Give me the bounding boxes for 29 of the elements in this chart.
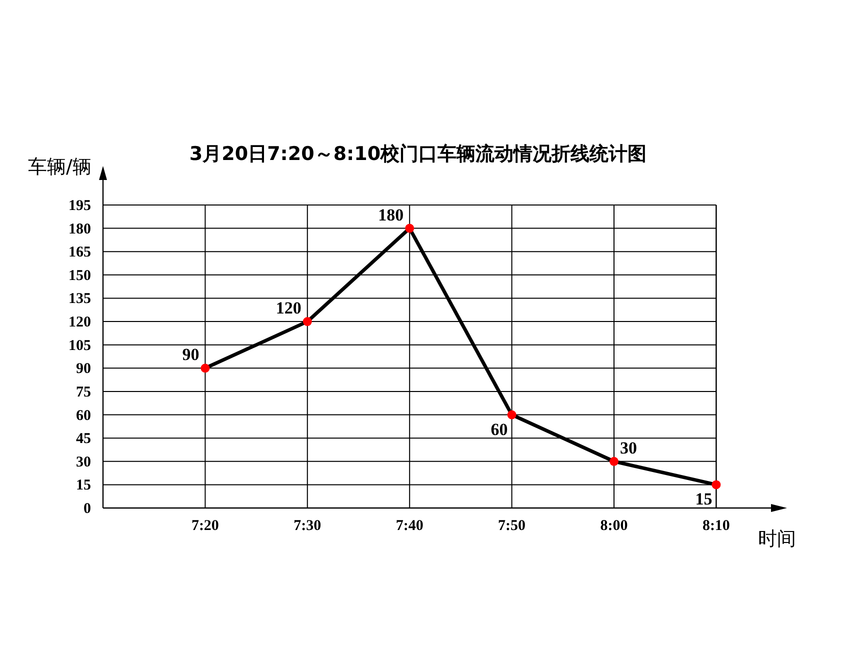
data-label: 180	[378, 205, 404, 224]
y-tick-label: 45	[76, 431, 91, 448]
x-axis-title: 时间	[758, 528, 796, 550]
data-label: 120	[276, 298, 302, 318]
x-tick-label: 7:20	[191, 518, 219, 534]
y-tick-label: 150	[68, 268, 91, 284]
y-tick-label: 180	[68, 221, 91, 238]
y-axis-title: 车辆/辆	[28, 156, 92, 178]
x-tick-label: 8:00	[600, 518, 628, 534]
x-tick-label: 7:40	[396, 518, 424, 534]
data-label: 15	[695, 490, 712, 509]
data-label: 60	[490, 420, 508, 439]
y-tick-label: 105	[68, 338, 91, 354]
data-label: 90	[182, 345, 200, 364]
y-tick-label: 135	[68, 291, 91, 308]
y-tick-label: 30	[76, 454, 91, 470]
x-tick-label: 8:10	[702, 518, 730, 534]
chart-title: 3月20日7:20～8:10校门口车辆流动情况折线统计图	[189, 143, 647, 165]
x-tick-label: 7:30	[294, 518, 322, 534]
y-tick-label: 60	[76, 408, 91, 424]
y-tick-label: 195	[68, 198, 91, 214]
y-tick-label: 0	[84, 501, 91, 517]
y-tick-label: 15	[76, 478, 91, 494]
y-tick-label: 165	[68, 244, 91, 261]
y-tick-label: 90	[76, 361, 91, 378]
y-tick-label: 120	[68, 314, 91, 331]
y-tick-label: 75	[76, 384, 91, 400]
data-label: 30	[620, 438, 637, 458]
x-tick-label: 7:50	[498, 518, 526, 534]
